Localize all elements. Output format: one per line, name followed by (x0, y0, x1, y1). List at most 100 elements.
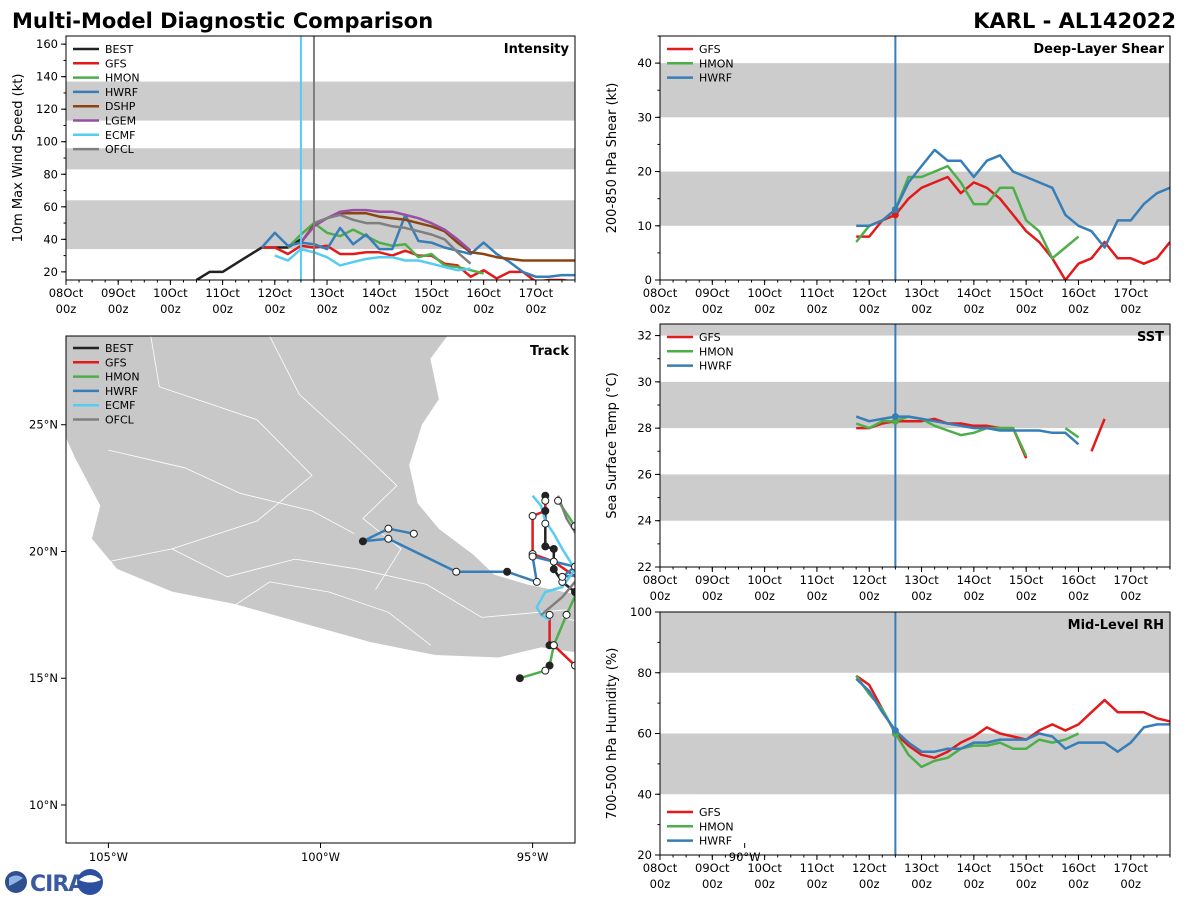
intensity-ytick-label: 160 (36, 37, 58, 51)
shear-frame (659, 35, 1171, 281)
intensity-xtick-day: 16Oct (466, 286, 501, 300)
track-legend-label-hmon: HMON (105, 371, 140, 384)
shear-xtick-day: 16Oct (1061, 286, 1096, 300)
mexico-land (66, 336, 575, 659)
globe-land-icon (9, 875, 23, 886)
shear-xtick-day: 15Oct (1009, 286, 1044, 300)
track-point-hwrf (532, 577, 541, 586)
sst-series-gfs-1 (1090, 418, 1106, 452)
sst-xtick-hour: 00z (964, 589, 985, 603)
intensity-xtick-hour: 00z (160, 302, 181, 316)
rh-xtick-hour: 00z (859, 877, 880, 891)
sst-xtick-day: 13Oct (904, 573, 939, 587)
shear-xtick-day: 12Oct (852, 286, 887, 300)
shear-title: Deep-Layer Shear (1033, 42, 1164, 57)
shear-band-1 (660, 63, 1170, 118)
track-xtick-label: 105°W (89, 850, 128, 864)
rh-xtick-hour: 00z (911, 877, 932, 891)
intensity-series-ecmf-6 (274, 247, 471, 272)
shear-xtick-hour: 00z (911, 302, 932, 316)
shear-legend-label-hwrf: HWRF (699, 72, 732, 85)
rh-ytick-label: 80 (637, 666, 652, 680)
rh-xtick-day: 14Oct (957, 861, 992, 875)
intensity-ytick-label: 20 (43, 265, 58, 279)
intensity-xtick-day: 14Oct (362, 286, 397, 300)
sst-ytick-label: 26 (637, 467, 652, 481)
track-ytick-label: 20°N (29, 544, 58, 558)
intensity-xtick-day: 12Oct (258, 286, 293, 300)
shear-series-gfs-0 (856, 175, 1170, 280)
track-series-ofcl (540, 495, 575, 616)
intensity-series-hmon-2 (287, 221, 484, 275)
intensity-ytick-label: 80 (43, 167, 58, 181)
intensity-bands (66, 81, 575, 250)
rh-xtick-hour: 00z (754, 877, 775, 891)
state-border-8 (108, 449, 355, 535)
intensity-xtick-hour: 00z (212, 302, 233, 316)
sst-xtick-hour: 00z (650, 589, 671, 603)
shear-xtick-hour: 00z (964, 302, 985, 316)
intensity-series-dshp-4 (299, 212, 575, 262)
track-xtick-label: 90°W (729, 850, 761, 864)
sst-panel: 08Oct 00z 09Oct 00z 10Oct 00z 11Oct 00z 12Oct 00z… (605, 323, 1171, 603)
rh-bands (660, 612, 1170, 795)
sst-title: SST (1137, 330, 1164, 345)
sst-xtick-hour: 00z (702, 589, 723, 603)
rh-init-marker-hwrf-2 (891, 726, 899, 734)
intensity-panel: 08Oct 00z 09Oct 00z 10Oct 00z 11Oct 00z 12Oct 00z… (11, 35, 576, 316)
track-point-hwrf (384, 534, 393, 543)
track-point-hwrf (358, 537, 367, 546)
rh-ylabel: 700-500 hPa Humidity (%) (605, 648, 620, 820)
rh-xtick-hour: 00z (1068, 877, 1089, 891)
rh-ytick-label: 60 (637, 727, 652, 741)
intensity-legend-label-lgem: LGEM (105, 115, 136, 128)
sst-xtick-hour: 00z (807, 589, 828, 603)
rh-xtick-day: 15Oct (1009, 861, 1044, 875)
shear-series-hwrf-2 (856, 148, 1170, 249)
shear-xtick-hour: 00z (650, 302, 671, 316)
track-point-hwrf (601, 568, 608, 575)
intensity-legend-label-ofcl: OFCL (105, 143, 135, 156)
shear-xtick-day: 17Oct (1114, 286, 1149, 300)
rh-xtick-day: 12Oct (852, 861, 887, 875)
shear-ytick-label: 40 (637, 56, 652, 70)
track-legend-label-best: BEST (105, 342, 133, 355)
sst-xtick-day: 09Oct (695, 573, 730, 587)
intensity-band-0 (66, 200, 575, 250)
intensity-band-2 (66, 81, 575, 121)
shear-xtick-day: 14Oct (957, 286, 992, 300)
sst-series-hmon-3 (1064, 427, 1080, 439)
intensity-xtick-hour: 00z (421, 302, 442, 316)
shear-xtick-hour: 00z (702, 302, 723, 316)
track-point-best (541, 542, 550, 551)
rh-xtick-hour: 00z (702, 877, 723, 891)
sst-ytick-label: 30 (637, 375, 652, 389)
figure-title: Multi-Model Diagnostic Comparison (12, 9, 433, 33)
rh-xtick-day: 10Oct (747, 861, 782, 875)
intensity-ytick-label: 40 (43, 232, 58, 246)
track-point-gfs (545, 610, 554, 619)
sst-band-0 (660, 474, 1170, 521)
shear-xtick-day: 08Oct (643, 286, 678, 300)
rh-ytick-label: 100 (630, 605, 652, 619)
rh-title: Mid-Level RH (1068, 618, 1164, 633)
sst-legend-label-hwrf: HWRF (699, 360, 732, 373)
track-point-hwrf (571, 562, 575, 571)
rh-ytick-label: 40 (637, 787, 652, 801)
rh-legend-label-hwrf: HWRF (699, 835, 732, 848)
track-point-hwrf (528, 552, 537, 561)
intensity-xtick-day: 11Oct (205, 286, 240, 300)
sst-ytick-label: 32 (637, 329, 652, 343)
shear-legend-label-hmon: HMON (699, 57, 734, 70)
sst-band-2 (660, 324, 1170, 336)
rh-series-hwrf-2 (855, 677, 1170, 753)
rh-ytick-label: 20 (637, 848, 652, 862)
sst-init-marker-hwrf-4 (891, 413, 899, 421)
sst-xtick-hour: 00z (859, 589, 880, 603)
track-point-hwrf (503, 567, 512, 576)
sst-xtick-hour: 00z (1120, 589, 1141, 603)
track-point-best (597, 601, 604, 608)
track-legend-label-gfs: GFS (105, 356, 127, 369)
shear-xtick-hour: 00z (754, 302, 775, 316)
